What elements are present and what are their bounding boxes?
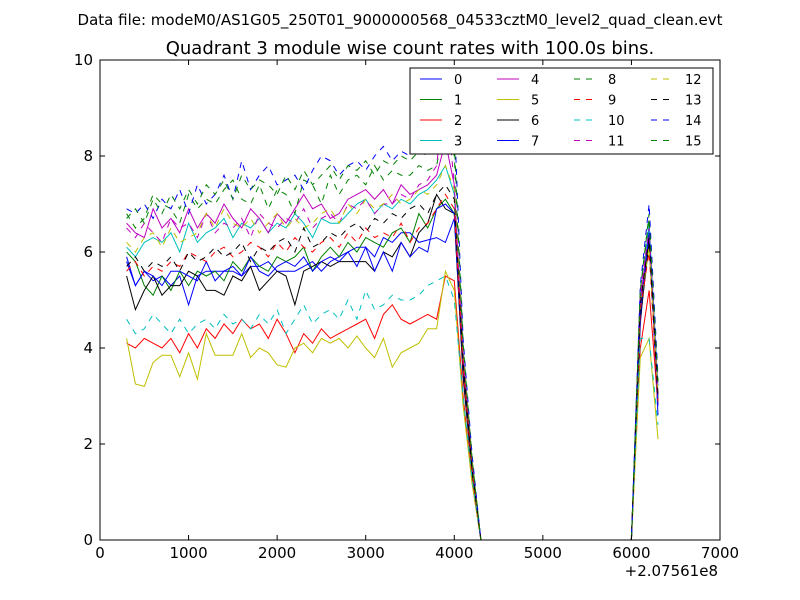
y-tick-label: 10 bbox=[74, 51, 93, 69]
legend-label-13: 13 bbox=[685, 94, 702, 109]
axes-frame bbox=[99, 59, 721, 541]
series-line-1 bbox=[126, 198, 659, 541]
x-tick-label: 4000 bbox=[435, 544, 473, 562]
series-line-10 bbox=[126, 275, 659, 541]
legend-label-11: 11 bbox=[608, 135, 625, 150]
series-line-7 bbox=[126, 203, 659, 541]
series-line-12 bbox=[126, 164, 659, 541]
x-tick-label: 6000 bbox=[612, 544, 650, 562]
y-tick-label: 4 bbox=[83, 339, 93, 357]
x-tick-label: 7000 bbox=[701, 544, 739, 562]
y-tick-label: 2 bbox=[83, 435, 93, 453]
legend-label-7: 7 bbox=[531, 135, 539, 150]
series-line-4 bbox=[126, 141, 659, 541]
x-tick-label: 3000 bbox=[347, 544, 385, 562]
y-tick-label: 6 bbox=[83, 243, 93, 261]
legend-label-0: 0 bbox=[454, 73, 462, 88]
legend-label-9: 9 bbox=[608, 94, 616, 109]
legend-label-8: 8 bbox=[608, 73, 616, 88]
legend-label-1: 1 bbox=[454, 94, 462, 109]
x-tick-label: 0 bbox=[95, 544, 105, 562]
legend-label-10: 10 bbox=[608, 114, 625, 129]
x-tick-label: 1000 bbox=[169, 544, 207, 562]
x-offset-label: +2.07561e8 bbox=[625, 562, 718, 580]
series-line-3 bbox=[126, 164, 659, 541]
legend-label-3: 3 bbox=[454, 135, 462, 150]
legend-label-2: 2 bbox=[454, 114, 462, 129]
x-tick-label: 5000 bbox=[524, 544, 562, 562]
legend-label-14: 14 bbox=[685, 114, 702, 129]
x-tick-label: 2000 bbox=[258, 544, 296, 562]
legend-label-6: 6 bbox=[531, 114, 539, 129]
y-tick-label: 8 bbox=[83, 147, 93, 165]
legend-label-4: 4 bbox=[531, 73, 539, 88]
series-line-2 bbox=[126, 275, 659, 541]
series-line-13 bbox=[126, 183, 659, 541]
y-tick-label: 0 bbox=[83, 531, 93, 549]
legend-label-5: 5 bbox=[531, 94, 539, 109]
series-line-5 bbox=[126, 269, 659, 541]
suptitle: Data file: modeM0/AS1G05_250T01_90000005… bbox=[78, 11, 723, 30]
chart-title: Quadrant 3 module wise count rates with … bbox=[166, 38, 655, 59]
legend-box bbox=[409, 67, 714, 155]
series-line-15 bbox=[126, 126, 659, 541]
legend-label-12: 12 bbox=[685, 73, 702, 88]
legend-label-15: 15 bbox=[685, 135, 702, 150]
series-line-0 bbox=[126, 218, 659, 541]
series-line-11 bbox=[126, 88, 659, 541]
